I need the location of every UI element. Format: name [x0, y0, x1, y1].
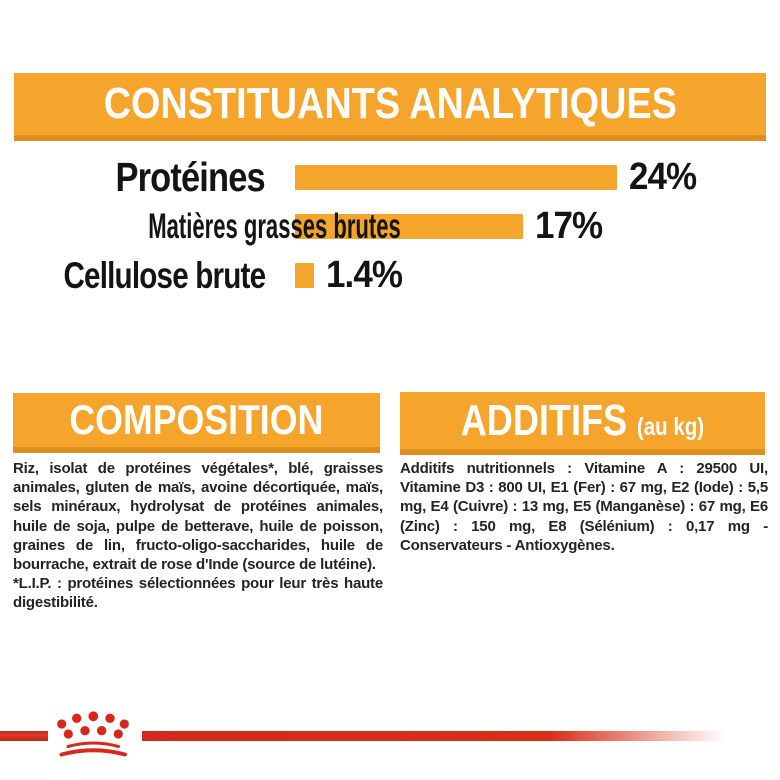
constituants-banner: CONSTITUANTS ANALYTIQUES [14, 73, 766, 141]
chart-value: 1.4% [325, 254, 403, 296]
chart-row: Cellulose brute 1.4% [0, 251, 780, 300]
chart-row: Protéines 24% [0, 153, 780, 202]
chart-value: 24% [628, 156, 697, 198]
chart-bar [295, 263, 314, 288]
composition-title: COMPOSITION [69, 396, 324, 443]
additives-text: Additifs nutritionnels : Vitamine A : 29… [400, 459, 768, 555]
page-title: CONSTITUANTS ANALYTIQUES [103, 79, 677, 128]
chart-bar [295, 165, 617, 190]
chart-bar [295, 214, 523, 239]
composition-footnote: *L.I.P. : protéines sélectionnées pour l… [13, 575, 383, 612]
additifs-banner: ADDITIFS (au kg) [400, 392, 765, 455]
footer-rule-left [0, 731, 48, 741]
chart-label: Cellulose brute [63, 254, 266, 296]
composition-banner: COMPOSITION [13, 393, 380, 453]
chart-row: Matières grasses brutes 17% [0, 202, 780, 251]
additifs-title-suffix: (au kg) [637, 412, 705, 441]
footer-rule-right [142, 731, 726, 741]
chart-label: Protéines [115, 154, 266, 200]
composition-text: Riz, isolat de protéines végétales*, blé… [13, 459, 383, 613]
composition-ingredients: Riz, isolat de protéines végétales*, blé… [13, 460, 383, 574]
additifs-title: ADDITIFS [460, 395, 628, 445]
royal-canin-crown-paw-logo-icon [57, 711, 129, 757]
additives-list: Additifs nutritionnels : Vitamine A : 29… [400, 460, 768, 554]
chart-value: 17% [534, 205, 603, 247]
chart-label: Matières grasses brutes [148, 206, 401, 246]
nutrition-bar-chart: Protéines 24% Matières grasses brutes 17% Ce… [0, 153, 780, 300]
